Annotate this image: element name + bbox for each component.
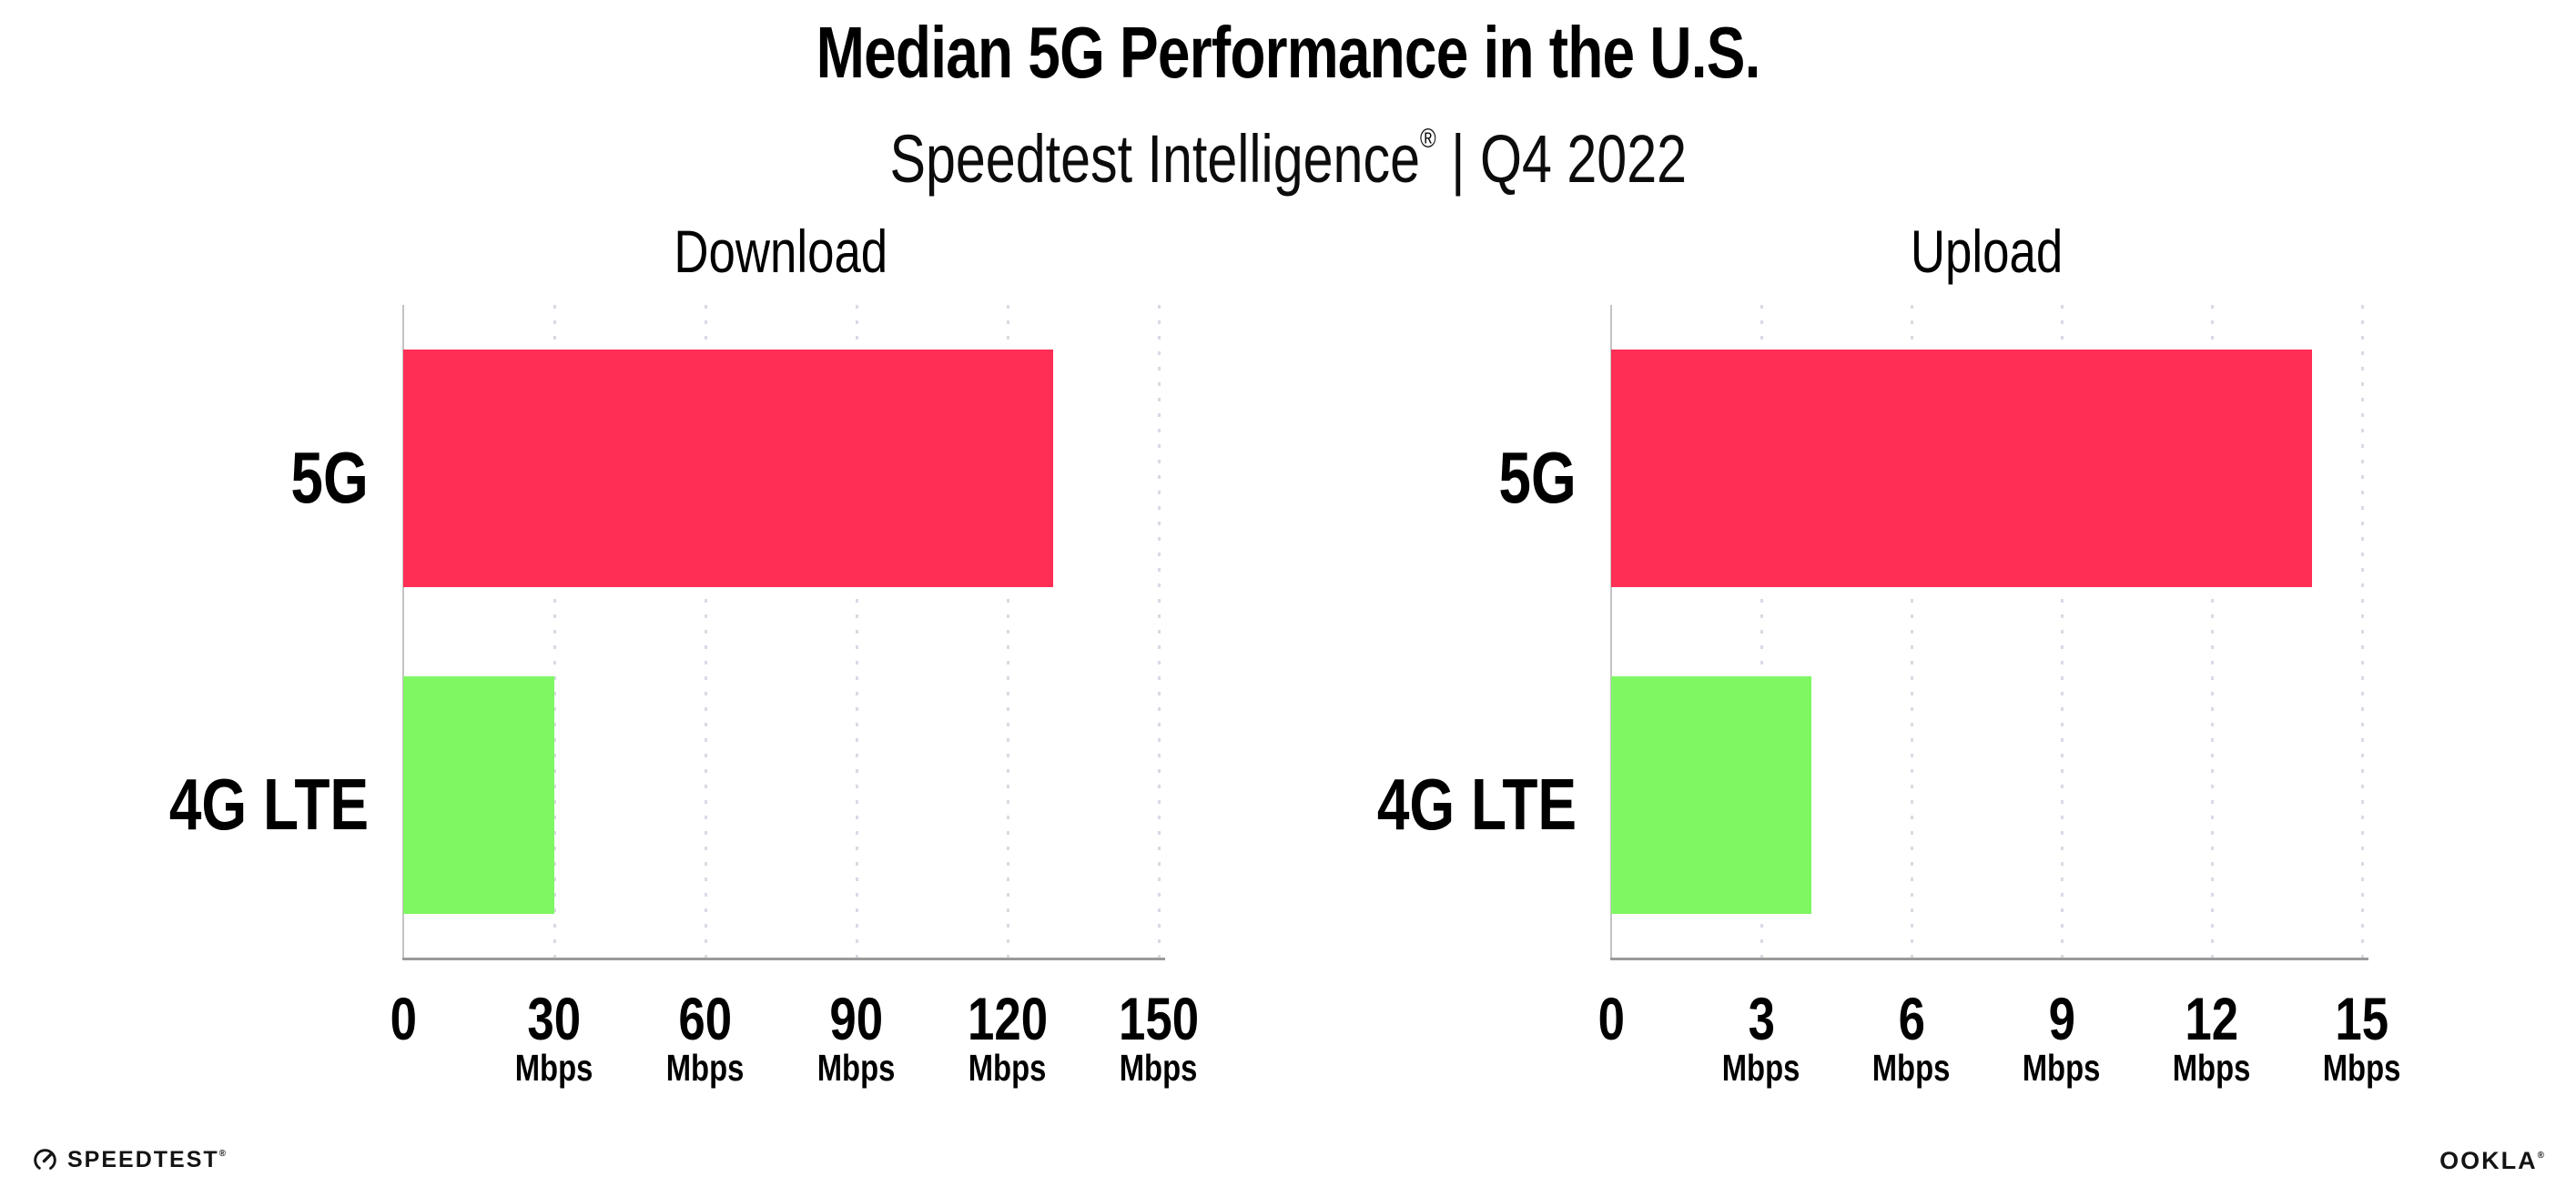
gridline-download-90: [856, 305, 858, 959]
tick-unit-upload-9-text: Mbps: [2023, 1047, 2101, 1089]
tick-unit-upload-9: Mbps: [1962, 1049, 2162, 1088]
category-label-4g-lte-upload: 4G LTE: [1176, 763, 1577, 845]
tick-unit-download-90: Mbps: [756, 1049, 957, 1088]
tick-label-upload-12: 12: [2112, 988, 2312, 1050]
category-label-5g-upload-text: 5G: [1498, 436, 1577, 518]
category-label-5g-download: 5G: [0, 436, 369, 518]
chart-title-download: Download: [403, 220, 1159, 282]
tick-label-upload-3-text: 3: [1748, 985, 1775, 1052]
y-axis-download: [402, 305, 404, 959]
speedtest-gauge-icon: [34, 1148, 56, 1172]
tick-label-download-90: 90: [756, 988, 957, 1050]
chart-title-upload-text: Upload: [1910, 218, 2064, 285]
tick-label-download-60-text: 60: [678, 985, 733, 1052]
tick-unit-upload-12-text: Mbps: [2173, 1047, 2251, 1089]
tick-unit-upload-6-text: Mbps: [1872, 1047, 1951, 1089]
gridline-upload-12: [2211, 305, 2214, 959]
tick-unit-download-30-text: Mbps: [515, 1047, 593, 1089]
tick-unit-download-150-text: Mbps: [1120, 1047, 1198, 1089]
tick-unit-upload-3: Mbps: [1661, 1049, 1861, 1088]
tick-unit-download-90-text: Mbps: [817, 1047, 896, 1089]
ookla-logo: OOKLA®: [2439, 1147, 2544, 1174]
tick-unit-upload-3-text: Mbps: [1722, 1047, 1800, 1089]
tick-unit-download-120-text: Mbps: [969, 1047, 1047, 1089]
tick-unit-upload-15: Mbps: [2262, 1049, 2462, 1088]
gridline-download-120: [1007, 305, 1009, 959]
tick-label-upload-9-text: 9: [2048, 985, 2075, 1052]
ookla-registered-mark: ®: [2537, 1150, 2544, 1161]
bar-4g-lte-upload: [1611, 676, 1811, 914]
tick-label-download-30-text: 30: [527, 985, 582, 1052]
speedtest-logo: SPEEDTEST®: [33, 1145, 226, 1174]
tick-label-upload-0-text: 0: [1597, 985, 1625, 1052]
tick-unit-download-60: Mbps: [605, 1049, 806, 1088]
registered-mark: ®: [1419, 124, 1436, 154]
tick-unit-upload-15-text: Mbps: [2323, 1047, 2401, 1089]
gridline-download-60: [705, 305, 707, 959]
tick-label-upload-6-text: 6: [1898, 985, 1925, 1052]
bar-5g-download: [403, 350, 1053, 587]
category-label-5g-upload: 5G: [1176, 436, 1577, 518]
gridline-upload-15: [2361, 305, 2364, 959]
y-axis-upload: [1610, 305, 1612, 959]
page-title: Median 5G Performance in the U.S.: [0, 15, 2576, 91]
tick-unit-download-30: Mbps: [454, 1049, 654, 1088]
category-label-4g-lte-upload-text: 4G LTE: [1376, 763, 1577, 845]
tick-label-download-60: 60: [605, 988, 806, 1050]
page-subtitle-text: Speedtest Intelligence® | Q4 2022: [889, 104, 1687, 195]
tick-label-download-90-text: 90: [829, 985, 884, 1052]
tick-label-download-120-text: 120: [967, 985, 1049, 1052]
tick-label-download-0-text: 0: [390, 985, 417, 1052]
category-label-5g-download-text: 5G: [290, 436, 369, 518]
page-title-text: Median 5G Performance in the U.S.: [816, 12, 1761, 93]
tick-label-upload-3: 3: [1661, 988, 1861, 1050]
chart-title-download-text: Download: [674, 218, 888, 285]
tick-unit-upload-6: Mbps: [1811, 1049, 2012, 1088]
gridline-upload-6: [1911, 305, 1913, 959]
x-axis-download: [402, 958, 1165, 960]
tick-unit-download-120: Mbps: [908, 1049, 1108, 1088]
chart-title-upload: Upload: [1611, 220, 2362, 282]
gridline-download-150: [1158, 305, 1161, 959]
tick-unit-download-60-text: Mbps: [666, 1047, 745, 1089]
speedtest-wordmark: SPEEDTEST®: [67, 1146, 227, 1172]
tick-label-upload-6: 6: [1811, 988, 2012, 1050]
page-subtitle: Speedtest Intelligence® | Q4 2022: [0, 104, 2576, 195]
gridline-upload-3: [1760, 305, 1763, 959]
tick-label-upload-9: 9: [1962, 988, 2162, 1050]
x-axis-upload: [1610, 958, 2368, 960]
gridline-download-30: [553, 305, 556, 959]
subtitle-period: | Q4 2022: [1435, 121, 1687, 197]
tick-label-upload-15: 15: [2262, 988, 2462, 1050]
gridline-upload-9: [2061, 305, 2064, 959]
tick-label-download-150-text: 150: [1118, 985, 1200, 1052]
category-label-4g-lte-download-text: 4G LTE: [168, 763, 369, 845]
tick-label-download-30: 30: [454, 988, 654, 1050]
tick-label-download-120: 120: [908, 988, 1108, 1050]
ookla-wordmark: OOKLA®: [2439, 1146, 2544, 1174]
subtitle-brand: Speedtest Intelligence: [889, 121, 1420, 197]
category-label-4g-lte-download: 4G LTE: [0, 763, 369, 845]
tick-label-download-150: 150: [1059, 988, 1259, 1050]
bar-4g-lte-download: [403, 676, 554, 914]
tick-label-upload-0: 0: [1511, 988, 1711, 1050]
bar-5g-upload: [1611, 350, 2312, 587]
tick-label-download-0: 0: [303, 988, 503, 1050]
tick-label-upload-12-text: 12: [2185, 985, 2239, 1052]
tick-unit-download-150: Mbps: [1059, 1049, 1259, 1088]
tick-unit-upload-12: Mbps: [2112, 1049, 2312, 1088]
tick-label-upload-15-text: 15: [2335, 985, 2389, 1052]
speedtest-registered-mark: ®: [218, 1148, 227, 1159]
